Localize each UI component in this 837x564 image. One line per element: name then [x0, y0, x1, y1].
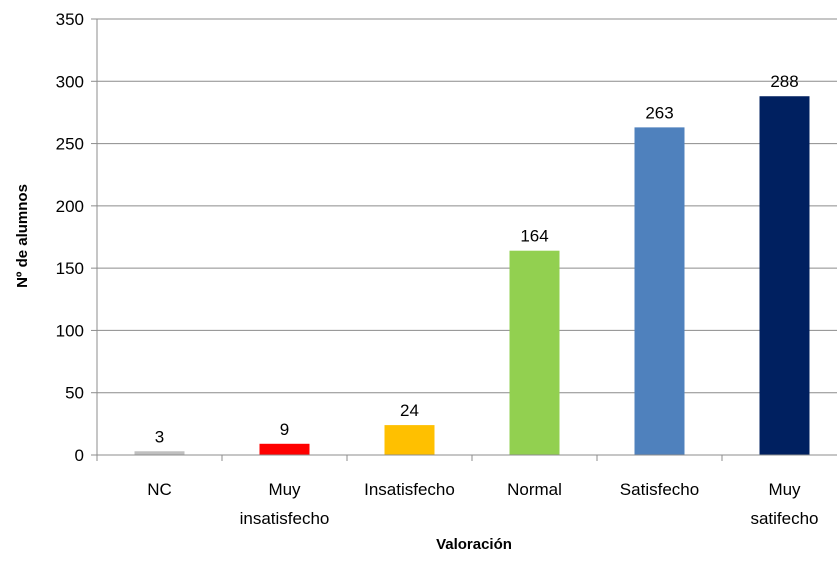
x-category-label-line: Satisfecho: [620, 480, 699, 499]
data-label: 263: [645, 103, 673, 122]
axes: [91, 18, 837, 461]
data-label: 164: [520, 227, 548, 246]
labels: 0 50 100 150 200 250 300 350 3 NC 9 Muy insatisfecho…: [56, 10, 819, 528]
y-tick-label: 300: [56, 72, 84, 91]
bar: [134, 451, 185, 455]
bar: [259, 443, 310, 455]
y-tick-label: 100: [56, 321, 84, 340]
x-category-label-line: Muy: [768, 480, 801, 499]
x-category-label: Muy satifecho: [750, 480, 818, 528]
x-category-label: Normal: [507, 480, 562, 499]
data-label: 288: [770, 72, 798, 91]
x-category-label-line: Muy: [268, 480, 301, 499]
y-tick-label: 150: [56, 259, 84, 278]
y-tick-label: 0: [75, 446, 84, 465]
data-label: 3: [155, 427, 164, 446]
y-axis-title: Nº de alumnos: [14, 184, 31, 288]
data-label: 24: [400, 401, 419, 420]
bar: [384, 425, 435, 455]
bar: [759, 96, 810, 455]
bars: [134, 96, 810, 456]
gridlines: [97, 18, 837, 394]
y-tick-label: 200: [56, 197, 84, 216]
y-tick-label: 50: [65, 384, 84, 403]
x-category-label-line: Normal: [507, 480, 562, 499]
x-category-label: NC: [147, 480, 172, 499]
x-category-label-line: insatisfecho: [240, 509, 330, 528]
x-axis-title: Valoración: [436, 536, 512, 553]
x-category-label: Satisfecho: [620, 480, 699, 499]
x-category-label: Insatisfecho: [364, 480, 455, 499]
y-tick-label: 250: [56, 135, 84, 154]
x-category-label-line: NC: [147, 480, 172, 499]
data-label: 9: [280, 420, 289, 439]
y-tick-label: 350: [56, 10, 84, 29]
x-category-label-line: Insatisfecho: [364, 480, 455, 499]
bar: [634, 127, 685, 456]
x-category-label: Muy insatisfecho: [240, 480, 330, 528]
x-category-label-line: satifecho: [750, 509, 818, 528]
bar: [509, 250, 560, 455]
